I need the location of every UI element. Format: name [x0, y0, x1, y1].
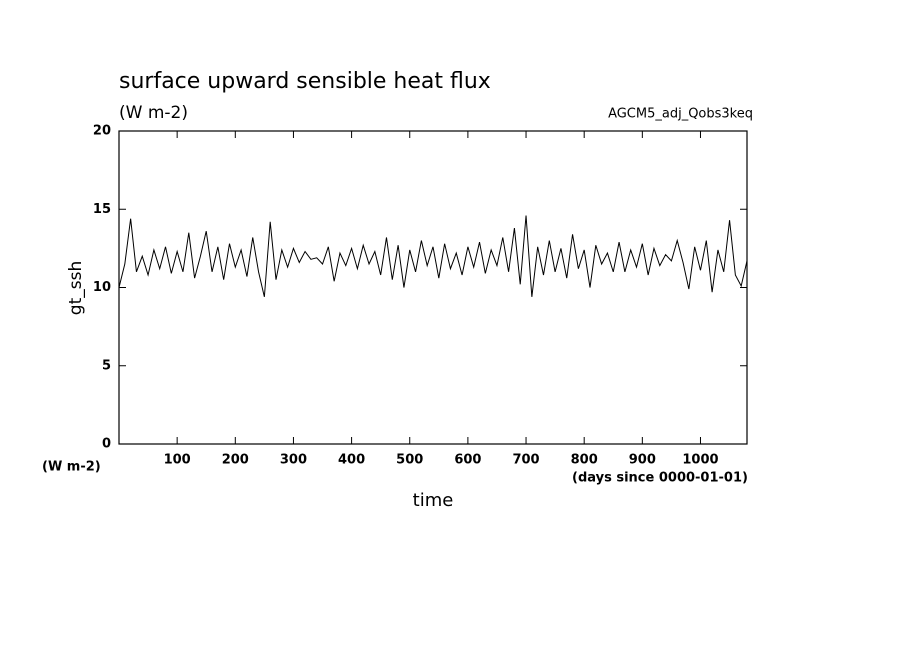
y-tick-label: 10	[93, 280, 111, 295]
x-tick-label: 1000	[682, 453, 718, 468]
chart-title: surface upward sensible heat flux	[119, 69, 491, 94]
y-tick-label: 0	[102, 437, 111, 452]
y-tick-label: 5	[102, 358, 111, 373]
data-line	[118, 215, 748, 298]
plot-frame	[118, 130, 748, 445]
x-tick-label: 900	[629, 453, 656, 468]
x-tick-label: 200	[222, 453, 249, 468]
annotation: AGCM5_adj_Qobs3keq	[608, 107, 753, 122]
x-tick-label: 700	[512, 453, 539, 468]
y-tick-label: 15	[93, 202, 111, 217]
y-axis-unit: (W m-2)	[42, 460, 101, 475]
x-tick-label: 500	[396, 453, 423, 468]
x-tick-label: 600	[454, 453, 481, 468]
x-tick-label: 400	[338, 453, 365, 468]
x-tick-label: 300	[280, 453, 307, 468]
x-axis-label: time	[413, 490, 454, 511]
y-axis-label: gt_ssh	[66, 261, 86, 315]
x-tick-label: 100	[164, 453, 191, 468]
chart-subtitle: (W m-2)	[119, 103, 188, 123]
x-tick-label: 800	[571, 453, 598, 468]
x-axis-unit: (days since 0000-01-01)	[572, 471, 748, 486]
y-tick-label: 20	[93, 124, 111, 139]
